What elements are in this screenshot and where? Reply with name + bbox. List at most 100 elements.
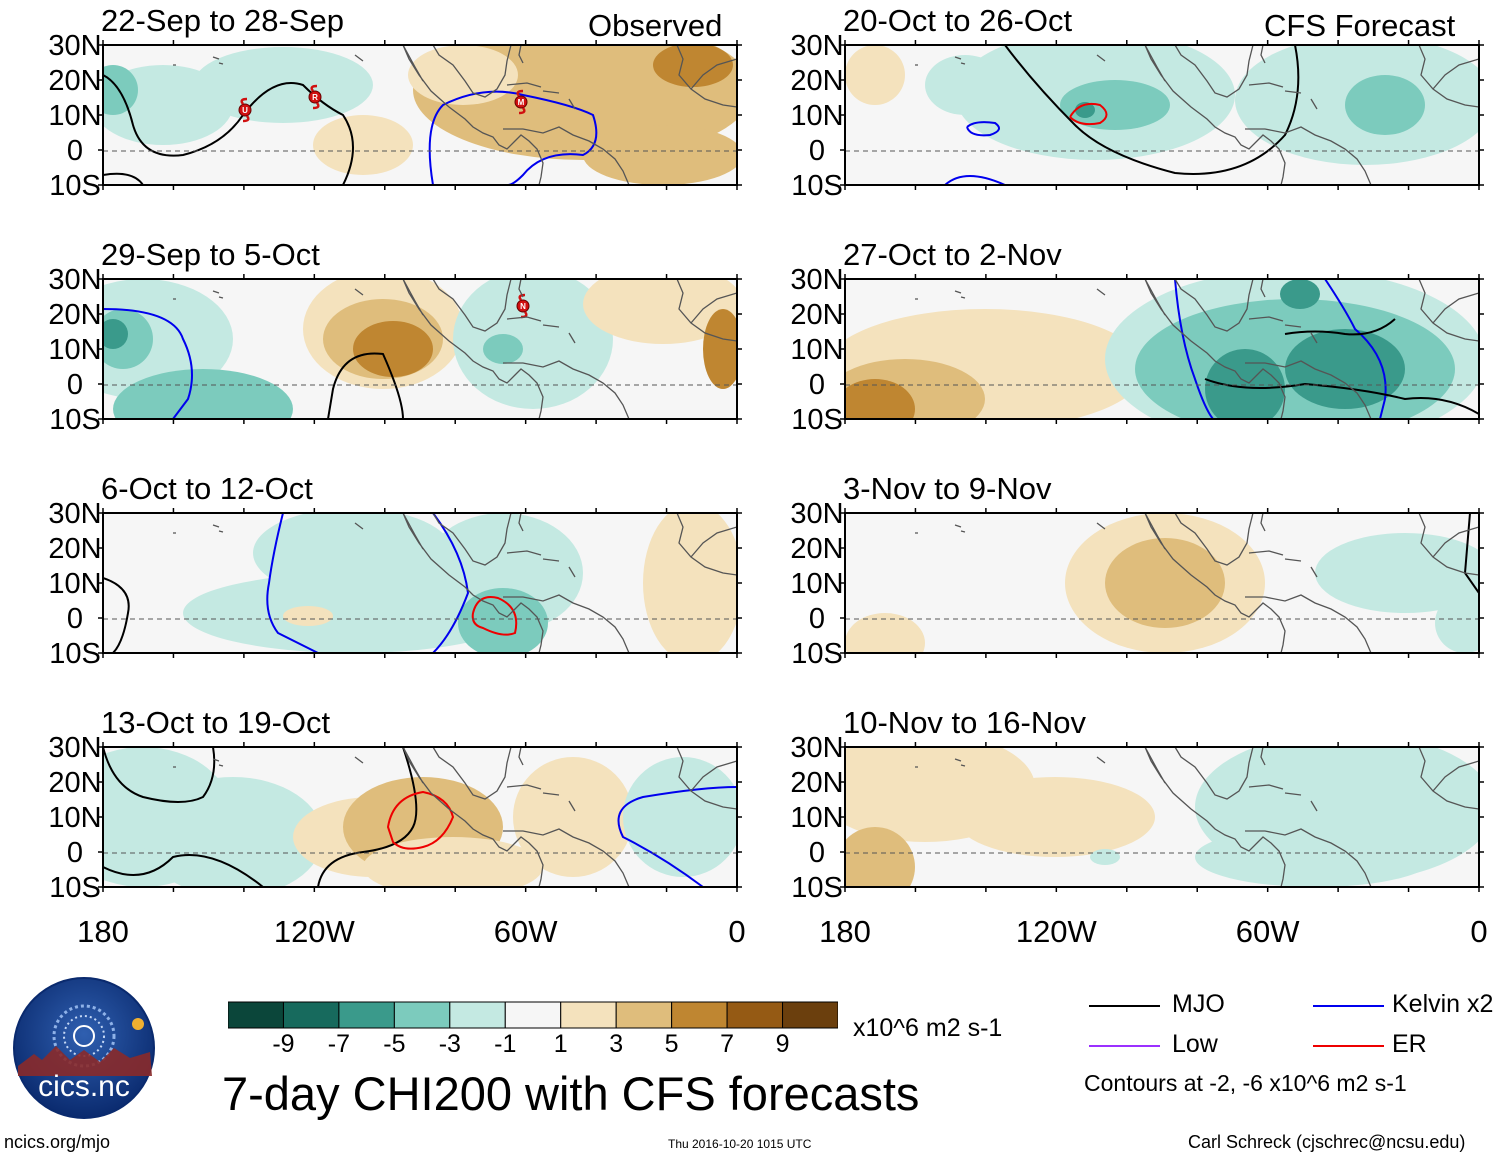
lat-label: 20N bbox=[790, 767, 843, 799]
anomaly-region bbox=[313, 115, 413, 175]
storm-letter: M bbox=[518, 98, 525, 107]
kelvin-contour bbox=[966, 121, 1000, 137]
lat-label: 30N bbox=[48, 264, 101, 296]
lat-label: 30N bbox=[48, 30, 101, 62]
anomaly-region bbox=[1280, 279, 1320, 309]
mjo-contour bbox=[1204, 378, 1479, 415]
legend-low-label: Low bbox=[1172, 1030, 1218, 1058]
colorbar-tick-label: -1 bbox=[494, 1030, 517, 1058]
legend-kelvin-label: Kelvin x2 bbox=[1392, 990, 1494, 1018]
hurricane-icon: U bbox=[238, 97, 252, 123]
footer-url[interactable]: ncics.org/mjo bbox=[4, 1132, 111, 1152]
colorbar-tick-label: -3 bbox=[438, 1030, 461, 1058]
anomaly-region bbox=[513, 757, 633, 877]
storm-letter: R bbox=[312, 93, 318, 102]
anomaly-region bbox=[1315, 533, 1479, 613]
storm-letter: N bbox=[520, 302, 526, 311]
mjo-contour bbox=[1004, 45, 1300, 175]
lat-label: 10N bbox=[48, 568, 101, 600]
colorbar-segment bbox=[504, 1001, 562, 1029]
anomaly-region bbox=[653, 45, 733, 87]
anomaly-region bbox=[845, 379, 915, 419]
lat-label: 10S bbox=[49, 872, 101, 904]
lat-label: 0 bbox=[67, 135, 83, 167]
lon-label: 180 bbox=[77, 914, 129, 949]
islands bbox=[173, 524, 576, 578]
anomaly-region bbox=[113, 369, 293, 419]
lon-label: 0 bbox=[1470, 914, 1487, 949]
mjo-contour bbox=[103, 854, 264, 887]
units-label: x10^6 m2 s-1 bbox=[853, 1014, 1003, 1042]
lon-label: 180 bbox=[819, 914, 871, 949]
er-contour bbox=[1069, 102, 1108, 126]
forecast-tag: CFS Forecast bbox=[1264, 8, 1456, 43]
anomaly-region bbox=[453, 279, 613, 409]
colorbar-tick-label: -7 bbox=[327, 1030, 351, 1058]
lat-label: 0 bbox=[809, 837, 825, 869]
coastline bbox=[354, 45, 737, 185]
colorbar-tick-label: -9 bbox=[272, 1030, 295, 1058]
mjo-contour bbox=[1284, 318, 1396, 336]
map-panel-forecast-3 bbox=[840, 508, 1484, 658]
kelvin-contour bbox=[617, 786, 737, 887]
colorbar-tick-label: 5 bbox=[664, 1030, 679, 1058]
lat-label: 20N bbox=[48, 299, 101, 331]
coastline bbox=[1096, 747, 1479, 887]
anomaly-region bbox=[1195, 827, 1435, 887]
panel-period-title: 13-Oct to 19-Oct bbox=[101, 705, 331, 740]
lat-label: 20N bbox=[790, 299, 843, 331]
legend-er-line bbox=[1313, 1045, 1384, 1047]
panel-period-title: 22-Sep to 28-Sep bbox=[101, 3, 344, 38]
kelvin-contour bbox=[432, 513, 470, 653]
panel-period-title: 29-Sep to 5-Oct bbox=[101, 237, 320, 272]
mjo-contour bbox=[103, 172, 144, 185]
colorbar-tick-label: 9 bbox=[775, 1030, 790, 1058]
lat-label: 20N bbox=[48, 533, 101, 565]
lat-label: 10S bbox=[49, 638, 101, 670]
colorbar-tick-label: 1 bbox=[553, 1030, 568, 1058]
anomaly-region bbox=[845, 45, 905, 105]
colorbar-segment bbox=[615, 1001, 673, 1029]
coastline bbox=[1096, 45, 1479, 185]
lat-label: 30N bbox=[48, 732, 101, 764]
islands bbox=[173, 290, 576, 344]
lat-label: 30N bbox=[790, 30, 843, 62]
lat-label: 20N bbox=[790, 533, 843, 565]
panel-period-title: 20-Oct to 26-Oct bbox=[843, 3, 1073, 38]
mjo-contour bbox=[103, 577, 130, 653]
anomaly-region bbox=[845, 827, 915, 887]
anomaly-region bbox=[1285, 329, 1405, 409]
map-panel-observed-4 bbox=[98, 742, 742, 892]
observed-tag: Observed bbox=[588, 8, 723, 43]
lat-label: 10S bbox=[791, 638, 843, 670]
hurricane-icon: R bbox=[308, 84, 322, 110]
panel-period-title: 10-Nov to 16-Nov bbox=[843, 705, 1086, 740]
lon-label: 120W bbox=[274, 914, 356, 949]
islands bbox=[173, 758, 576, 812]
anomaly-region bbox=[703, 309, 737, 389]
mjo-contour bbox=[327, 352, 404, 419]
colorbar-tick-label: 3 bbox=[609, 1030, 624, 1058]
lat-label: 0 bbox=[67, 369, 83, 401]
anomaly-region bbox=[483, 334, 523, 364]
kelvin-contour bbox=[428, 90, 598, 185]
map-panel-forecast-2 bbox=[840, 274, 1484, 424]
lon-label: 120W bbox=[1016, 914, 1098, 949]
anomaly-region bbox=[1205, 349, 1285, 419]
lat-label: 10N bbox=[48, 100, 101, 132]
lat-label: 0 bbox=[809, 603, 825, 635]
lat-label: 10N bbox=[48, 802, 101, 834]
colorbar-tick-label: 7 bbox=[720, 1030, 735, 1058]
colorbar-segment bbox=[338, 1001, 395, 1029]
colorbar-segment bbox=[782, 1001, 838, 1029]
anomaly-region bbox=[408, 45, 518, 105]
colorbar-labels: -9 -7 -5 -3 -1 1 3 5 7 9 bbox=[228, 1030, 838, 1062]
lat-label: 0 bbox=[67, 603, 83, 635]
kelvin-contour bbox=[266, 513, 319, 653]
footer-author: Carl Schreck (cjschrec@ncsu.edu) bbox=[1188, 1132, 1466, 1152]
colorbar-segment bbox=[393, 1001, 451, 1029]
colorbar bbox=[228, 1001, 838, 1029]
kelvin-contour bbox=[944, 175, 1006, 185]
anomaly-region bbox=[845, 613, 925, 653]
